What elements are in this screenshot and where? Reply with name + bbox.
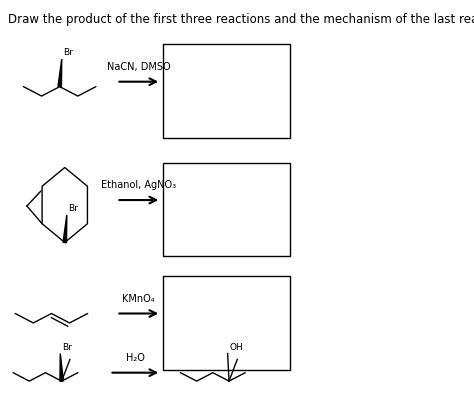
Text: H₂O: H₂O [126, 353, 145, 363]
Text: OH: OH [229, 342, 243, 351]
Polygon shape [58, 59, 62, 87]
Text: NaCN, DMSO: NaCN, DMSO [107, 62, 171, 72]
Polygon shape [60, 353, 64, 381]
Text: Br: Br [63, 48, 73, 57]
Bar [163, 276, 290, 370]
Bar [163, 162, 290, 256]
Text: Br: Br [68, 204, 78, 213]
Text: Br: Br [62, 342, 72, 351]
Polygon shape [63, 215, 67, 243]
Text: Ethanol, AgNO₃: Ethanol, AgNO₃ [101, 180, 176, 190]
Bar [163, 44, 290, 138]
Text: Draw the product of the first three reactions and the mechanism of the last reac: Draw the product of the first three reac… [8, 13, 474, 26]
Text: KMnO₄: KMnO₄ [122, 294, 155, 303]
